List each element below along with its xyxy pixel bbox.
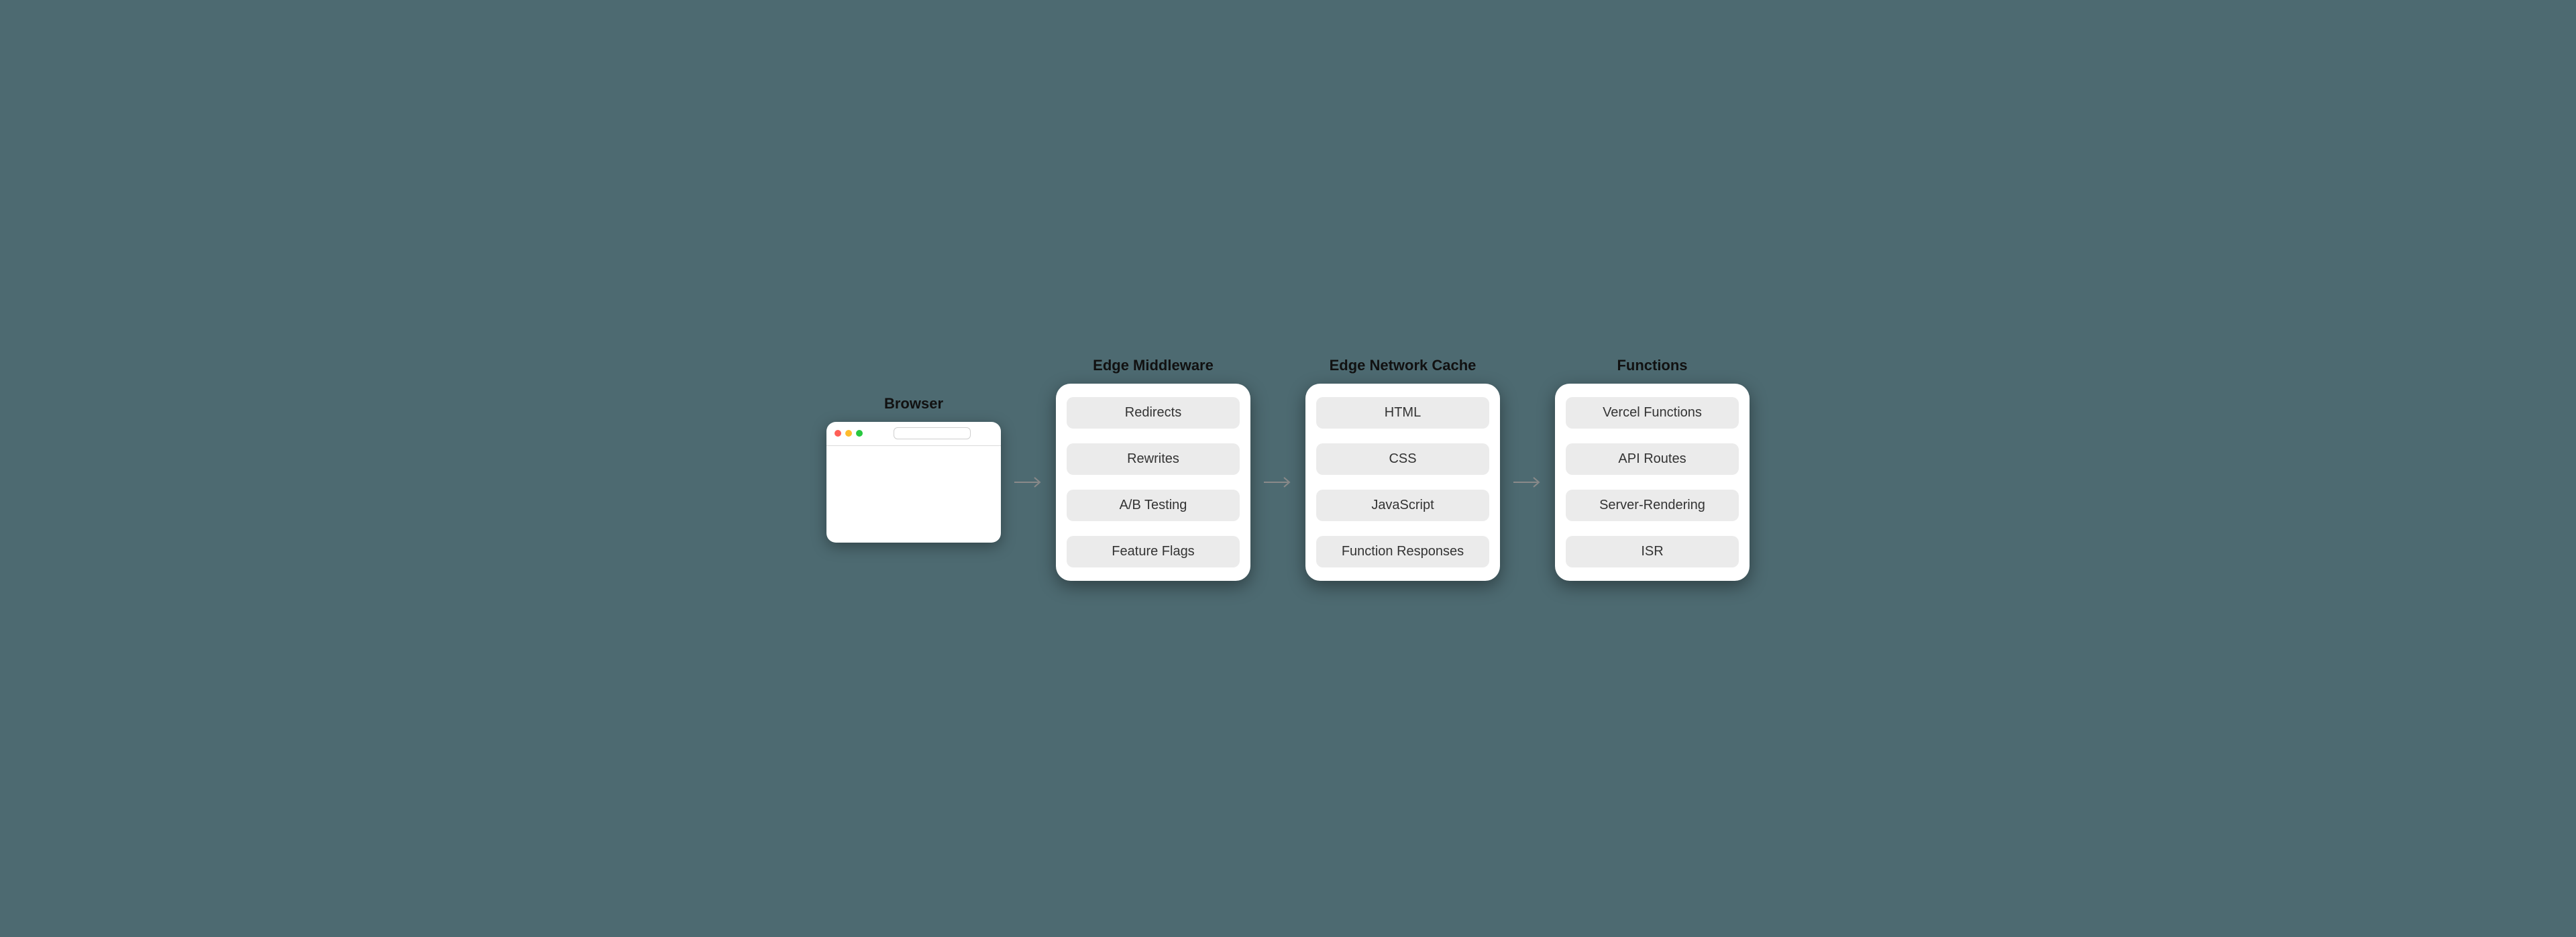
stage-title: Edge Middleware: [1093, 357, 1214, 374]
stage-title: Edge Network Cache: [1330, 357, 1477, 374]
stage-card: Vercel Functions API Routes Server-Rende…: [1555, 384, 1750, 581]
stage-item: Function Responses: [1316, 536, 1489, 567]
stage-card: HTML CSS JavaScript Function Responses: [1305, 384, 1500, 581]
stage-item: Feature Flags: [1067, 536, 1240, 567]
arrow-icon: [1013, 476, 1044, 489]
stage-item: Redirects: [1067, 397, 1240, 429]
stage-item: ISR: [1566, 536, 1739, 567]
browser-mock-window: [826, 422, 1001, 543]
stage-item: CSS: [1316, 443, 1489, 475]
traffic-light-max-icon: [856, 430, 863, 437]
traffic-light-close-icon: [835, 430, 841, 437]
stage-item: API Routes: [1566, 443, 1739, 475]
browser-titlebar: [826, 422, 1001, 446]
request-flow-diagram: Browser Edge Middleware Redirects Rewrit…: [786, 330, 1790, 608]
stage-card: Redirects Rewrites A/B Testing Feature F…: [1056, 384, 1250, 581]
browser-title: Browser: [884, 395, 943, 412]
stage-functions: Functions Vercel Functions API Routes Se…: [1555, 357, 1750, 581]
browser-column: Browser: [826, 395, 1001, 543]
stage-item: Vercel Functions: [1566, 397, 1739, 429]
stage-item: Server-Rendering: [1566, 490, 1739, 521]
traffic-light-min-icon: [845, 430, 852, 437]
stage-edge-network-cache: Edge Network Cache HTML CSS JavaScript F…: [1305, 357, 1500, 581]
stage-item: HTML: [1316, 397, 1489, 429]
stage-item: JavaScript: [1316, 490, 1489, 521]
arrow-icon: [1263, 476, 1293, 489]
stage-item: A/B Testing: [1067, 490, 1240, 521]
browser-url-bar: [894, 427, 971, 439]
stage-item: Rewrites: [1067, 443, 1240, 475]
stage-title: Functions: [1617, 357, 1687, 374]
stage-edge-middleware: Edge Middleware Redirects Rewrites A/B T…: [1056, 357, 1250, 581]
arrow-icon: [1512, 476, 1543, 489]
